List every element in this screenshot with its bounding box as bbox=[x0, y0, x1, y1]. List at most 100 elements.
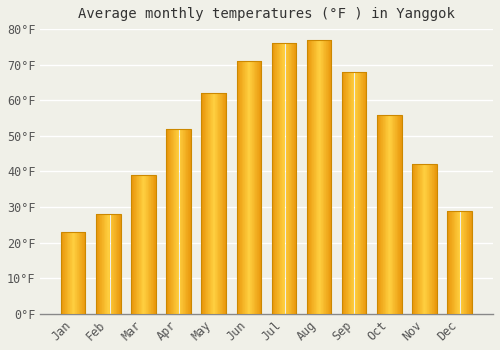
Bar bbox=[366, 72, 367, 314]
Bar bbox=[145, 175, 146, 314]
Bar bbox=[435, 164, 436, 314]
Bar bbox=[434, 164, 435, 314]
Bar bbox=[349, 72, 350, 314]
Bar bbox=[345, 72, 346, 314]
Bar bbox=[314, 40, 315, 314]
Bar bbox=[418, 164, 419, 314]
Bar bbox=[471, 211, 472, 314]
Bar bbox=[131, 175, 132, 314]
Bar bbox=[387, 114, 388, 314]
Bar bbox=[207, 93, 208, 314]
Bar bbox=[221, 93, 222, 314]
Bar bbox=[390, 114, 391, 314]
Bar bbox=[380, 114, 381, 314]
Bar bbox=[389, 114, 390, 314]
Bar bbox=[283, 43, 284, 314]
Bar bbox=[240, 61, 241, 314]
Bar bbox=[176, 129, 177, 314]
Bar bbox=[449, 211, 450, 314]
Bar bbox=[216, 93, 217, 314]
Bar bbox=[344, 72, 345, 314]
Bar bbox=[362, 72, 364, 314]
Bar bbox=[112, 214, 113, 314]
Bar bbox=[316, 40, 317, 314]
Bar bbox=[393, 114, 394, 314]
Bar bbox=[168, 129, 169, 314]
Bar bbox=[61, 232, 86, 314]
Bar bbox=[401, 114, 402, 314]
Bar bbox=[249, 61, 250, 314]
Bar bbox=[384, 114, 385, 314]
Bar bbox=[273, 43, 274, 314]
Bar bbox=[347, 72, 348, 314]
Bar bbox=[150, 175, 152, 314]
Bar bbox=[318, 40, 320, 314]
Bar bbox=[149, 175, 150, 314]
Bar bbox=[75, 232, 76, 314]
Bar bbox=[454, 211, 455, 314]
Bar bbox=[79, 232, 80, 314]
Bar bbox=[400, 114, 401, 314]
Bar bbox=[422, 164, 423, 314]
Bar bbox=[143, 175, 144, 314]
Bar bbox=[243, 61, 244, 314]
Bar bbox=[419, 164, 420, 314]
Bar bbox=[394, 114, 396, 314]
Bar bbox=[146, 175, 147, 314]
Bar bbox=[116, 214, 117, 314]
Bar bbox=[364, 72, 365, 314]
Bar bbox=[315, 40, 316, 314]
Bar bbox=[186, 129, 187, 314]
Bar bbox=[253, 61, 254, 314]
Bar bbox=[467, 211, 468, 314]
Bar bbox=[348, 72, 349, 314]
Bar bbox=[202, 93, 226, 314]
Bar bbox=[66, 232, 67, 314]
Bar bbox=[106, 214, 108, 314]
Bar bbox=[72, 232, 73, 314]
Bar bbox=[85, 232, 86, 314]
Bar bbox=[246, 61, 247, 314]
Bar bbox=[259, 61, 260, 314]
Bar bbox=[118, 214, 120, 314]
Bar bbox=[220, 93, 221, 314]
Bar bbox=[416, 164, 417, 314]
Bar bbox=[173, 129, 174, 314]
Bar bbox=[247, 61, 248, 314]
Bar bbox=[286, 43, 287, 314]
Bar bbox=[354, 72, 355, 314]
Bar bbox=[148, 175, 149, 314]
Bar bbox=[251, 61, 252, 314]
Bar bbox=[346, 72, 347, 314]
Bar bbox=[132, 175, 133, 314]
Bar bbox=[288, 43, 290, 314]
Bar bbox=[413, 164, 414, 314]
Bar bbox=[285, 43, 286, 314]
Bar bbox=[360, 72, 361, 314]
Bar bbox=[282, 43, 283, 314]
Bar bbox=[100, 214, 101, 314]
Bar bbox=[290, 43, 291, 314]
Bar bbox=[134, 175, 135, 314]
Bar bbox=[133, 175, 134, 314]
Bar bbox=[178, 129, 179, 314]
Bar bbox=[189, 129, 190, 314]
Bar bbox=[461, 211, 462, 314]
Bar bbox=[350, 72, 352, 314]
Bar bbox=[433, 164, 434, 314]
Bar bbox=[169, 129, 170, 314]
Bar bbox=[272, 43, 296, 314]
Bar bbox=[456, 211, 458, 314]
Bar bbox=[429, 164, 430, 314]
Bar bbox=[131, 175, 156, 314]
Bar bbox=[414, 164, 416, 314]
Bar bbox=[399, 114, 400, 314]
Bar bbox=[239, 61, 240, 314]
Bar bbox=[142, 175, 143, 314]
Bar bbox=[67, 232, 68, 314]
Bar bbox=[452, 211, 453, 314]
Bar bbox=[430, 164, 431, 314]
Bar bbox=[377, 114, 402, 314]
Bar bbox=[175, 129, 176, 314]
Bar bbox=[224, 93, 226, 314]
